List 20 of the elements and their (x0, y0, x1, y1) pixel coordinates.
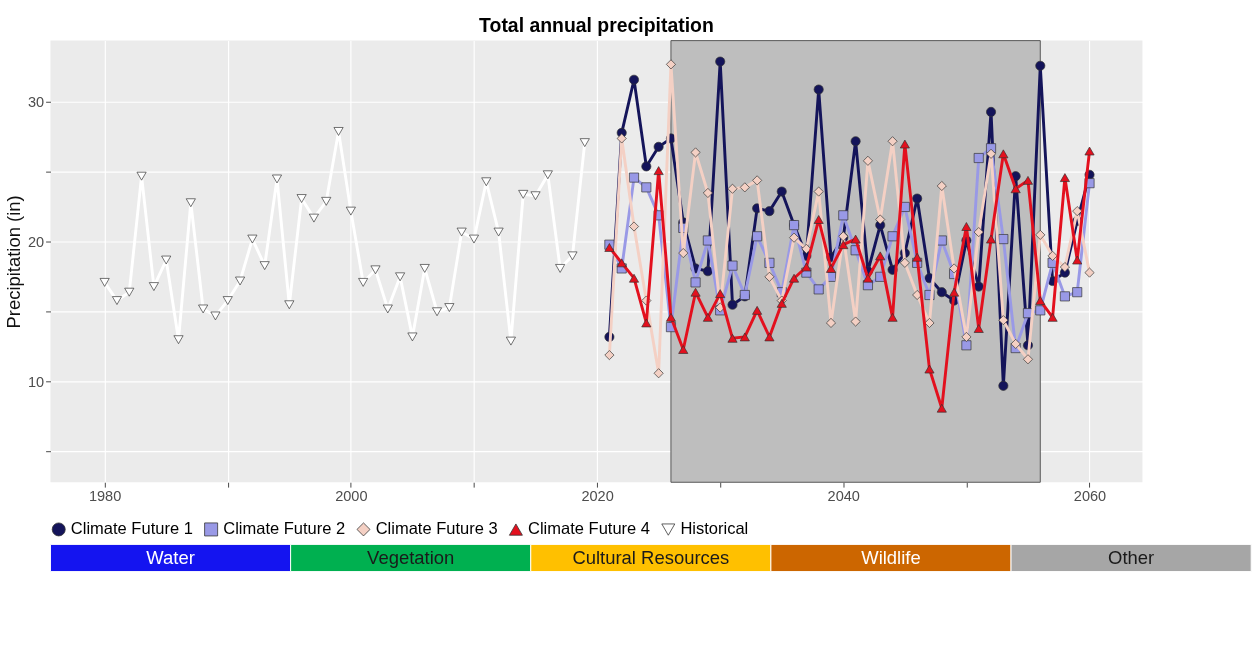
legend-label: Climate Future 4 (528, 519, 651, 538)
legend-label: Climate Future 2 (223, 519, 346, 538)
y-tick-label: 30 (27, 94, 45, 111)
text: Other (1108, 546, 1155, 568)
y-tick-label: 10 (27, 373, 45, 390)
chart-title: Total annual precipitation (479, 14, 714, 37)
y-axis-title: Precipitation (in) (3, 195, 25, 329)
legend-label: Historical (680, 519, 749, 538)
text: Wildlife (861, 546, 921, 568)
x-tick-label: 1980 (88, 488, 122, 505)
y-tick-label: 20 (27, 234, 45, 251)
text: Water (146, 546, 195, 568)
x-tick-label: 2020 (581, 488, 614, 505)
text: Vegetation (367, 546, 455, 568)
text: Cultural Resources (572, 546, 730, 568)
legend-label: Climate Future 3 (375, 519, 498, 538)
x-tick-label: 2060 (1073, 488, 1107, 505)
x-tick-label: 2000 (335, 488, 368, 505)
legend-label: Climate Future 1 (70, 519, 193, 538)
x-tick-label: 2040 (827, 488, 860, 505)
